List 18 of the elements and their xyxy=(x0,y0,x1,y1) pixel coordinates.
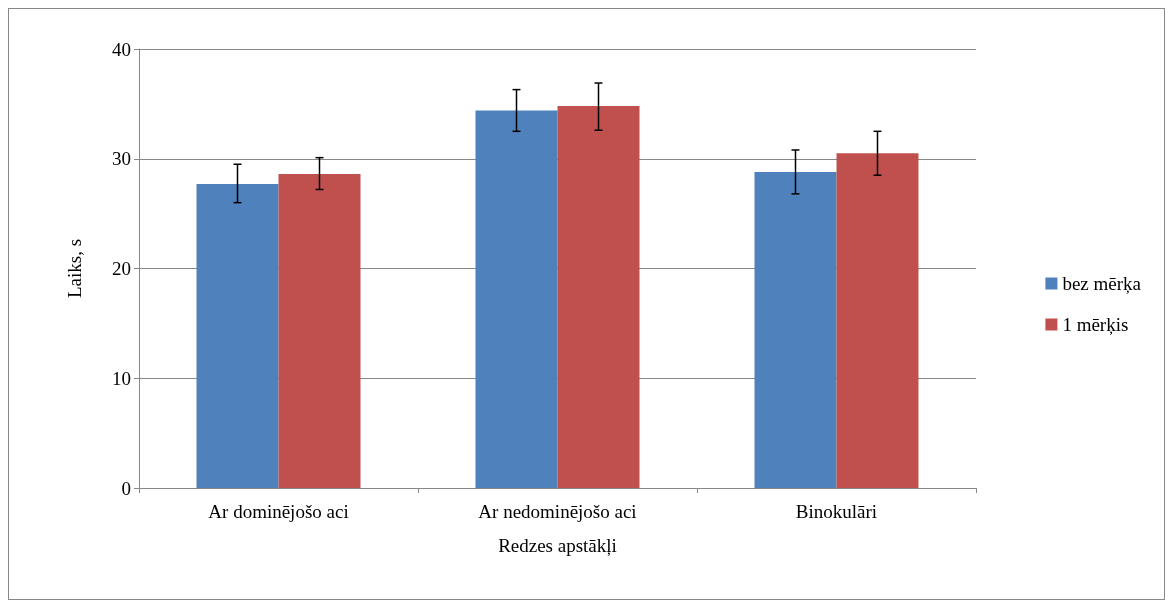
y-tick-label: 10 xyxy=(112,367,131,389)
y-tick-label: 30 xyxy=(112,148,131,170)
bar xyxy=(278,174,361,488)
x-tick-label: Ar dominējošo aci xyxy=(208,501,349,522)
bar xyxy=(836,153,919,488)
y-tick-label: 0 xyxy=(121,477,131,499)
x-tick-label: Ar nedominējošo aci xyxy=(478,501,637,522)
x-tick-label: Binokulāri xyxy=(795,501,878,522)
bar xyxy=(475,110,558,488)
y-axis-title: Laiks, s xyxy=(64,238,85,299)
legend-label: bez mērķa xyxy=(1062,273,1142,294)
bar xyxy=(754,171,837,488)
bar xyxy=(557,106,640,488)
y-tick-label: 20 xyxy=(112,258,131,279)
y-tick-label: 40 xyxy=(112,38,131,60)
bar xyxy=(196,183,279,488)
legend-label: 1 mērķis xyxy=(1062,314,1129,335)
x-axis-title: Redzes apstākļi xyxy=(498,535,617,556)
